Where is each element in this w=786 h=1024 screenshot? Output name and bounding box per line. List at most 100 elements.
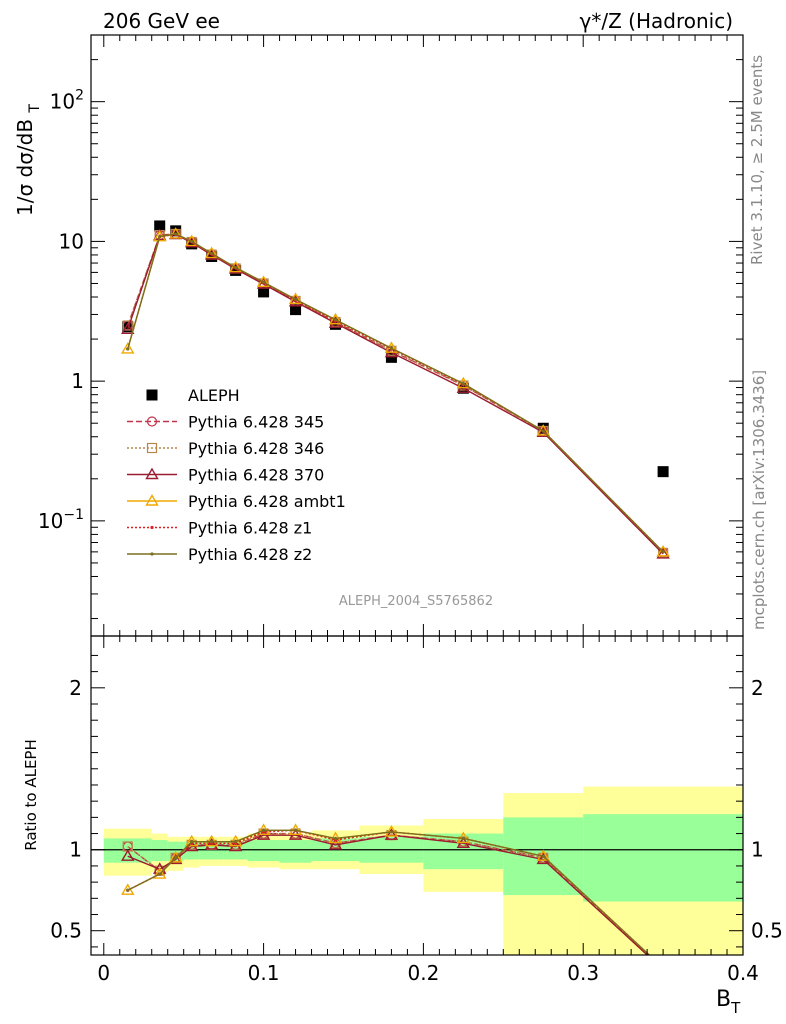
series-6 <box>126 232 665 554</box>
ratio-marker <box>210 840 214 844</box>
axes: 0 0.1 0.2 0.3 0.4 10−1 1 10 102 0.5 0.5 1 1 2 2 <box>38 34 783 985</box>
ratio-marker <box>126 888 130 892</box>
ratio-marker <box>461 836 465 841</box>
legend-marker <box>146 442 158 454</box>
ratio-marker <box>659 965 668 974</box>
ratio-marker <box>261 828 266 832</box>
legend-entry: Pythia 6.428 346 <box>127 439 324 458</box>
data-point <box>122 321 134 333</box>
series-marker <box>121 322 135 334</box>
series-marker <box>204 248 219 260</box>
legend-marker <box>150 552 154 556</box>
header-left: 206 GeV ee <box>103 9 220 33</box>
ratio-marker <box>333 836 338 841</box>
ratio-marker <box>384 828 399 840</box>
series-marker <box>661 550 665 554</box>
main-ylabel-text: 1/σ dσ/dB <box>13 119 37 216</box>
series-marker <box>210 251 214 256</box>
ratio-marker <box>659 965 668 974</box>
header-right: γ*/Z (Hadronic) <box>580 9 733 33</box>
series-marker <box>656 544 670 557</box>
legend-entry: Pythia 6.428 z2 <box>127 545 312 564</box>
legend-entry: Pythia 6.428 z1 <box>127 519 312 538</box>
legend-entry: Pythia 6.428 345 <box>127 413 324 432</box>
series-marker <box>656 547 670 559</box>
band-green <box>247 840 280 862</box>
legend-entry: Pythia 6.428 ambt1 <box>127 492 346 511</box>
legend-label: Pythia 6.428 z2 <box>188 545 312 564</box>
legend-marker <box>145 494 159 506</box>
ytick-label: 1 <box>71 369 84 393</box>
series-marker <box>234 265 238 270</box>
series-marker <box>190 239 194 244</box>
series-marker <box>293 297 298 301</box>
ratio-marker <box>658 962 669 972</box>
legend-label: Pythia 6.428 ambt1 <box>188 492 346 511</box>
data-point <box>537 422 549 434</box>
data-point <box>385 351 397 363</box>
ratio-marker <box>389 830 394 834</box>
legend-label: Pythia 6.428 345 <box>188 413 324 432</box>
series-marker <box>121 342 135 354</box>
band-green <box>583 814 743 902</box>
ratio-marker <box>168 852 183 865</box>
main-series <box>121 220 670 559</box>
ratio-series-5 <box>126 828 664 969</box>
ratio-uncertainty-bands <box>91 786 743 955</box>
ratio-line <box>127 834 649 955</box>
ytick-label-right: 2 <box>751 676 764 700</box>
ratio-marker <box>204 837 219 850</box>
band-green <box>279 840 312 863</box>
legend-label: Pythia 6.428 346 <box>188 439 324 458</box>
ratio-marker <box>661 966 664 969</box>
ratio-marker <box>168 850 183 863</box>
ytick-label-left: 2 <box>69 676 82 700</box>
ratio-line <box>127 832 649 955</box>
ratio-marker <box>174 856 178 860</box>
xtick-label: 0.2 <box>407 961 439 985</box>
data-point <box>258 286 270 298</box>
ratio-marker <box>288 823 303 836</box>
ytick-label-left: 1 <box>69 838 82 862</box>
data-point <box>206 250 218 262</box>
series-marker <box>168 227 183 239</box>
ratio-marker <box>384 825 399 837</box>
ytick-label: 10−1 <box>38 507 84 533</box>
ratio-marker <box>234 840 238 844</box>
ratio-marker <box>158 872 162 876</box>
ytick-label-right: 0.5 <box>751 919 783 943</box>
ytick-label: 10 <box>59 229 84 253</box>
series-marker <box>122 320 133 331</box>
legend-marker <box>146 416 158 427</box>
ratio-marker <box>190 840 194 844</box>
xtick-label: 0.3 <box>567 961 599 985</box>
series-marker <box>126 347 130 351</box>
series-marker <box>389 346 394 350</box>
legend-label: ALEPH <box>188 386 240 405</box>
ratio-marker <box>541 854 545 858</box>
legend-marker <box>146 389 158 401</box>
xtick-label: 0 <box>97 961 110 985</box>
ratio-xlabel: BT <box>716 987 741 1017</box>
legend-label: Pythia 6.428 z1 <box>188 519 312 538</box>
ytick-label-right: 1 <box>751 838 764 862</box>
xtick-label: 0.1 <box>248 961 280 985</box>
series-marker <box>174 232 178 236</box>
series-marker <box>204 246 219 259</box>
data-point <box>290 304 302 316</box>
series-marker <box>158 235 162 239</box>
ratio-series <box>121 823 669 974</box>
ratio-marker <box>658 964 669 974</box>
data-point <box>657 466 669 478</box>
legend-entry: ALEPH <box>146 386 240 405</box>
data-point <box>186 238 198 250</box>
main-ylabel: 1/σ dσ/dB T <box>13 104 43 216</box>
legend-label: Pythia 6.428 370 <box>188 466 324 485</box>
data-point <box>230 264 242 276</box>
mcplots-label: mcplots.cern.ch [arXiv:1306.3436] <box>750 370 768 630</box>
legend-entry: Pythia 6.428 370 <box>127 466 324 485</box>
legend-marker <box>145 467 159 480</box>
rivet-label: Rivet 3.1.10, ≥ 2.5M events <box>748 55 766 265</box>
series-marker <box>261 280 266 284</box>
